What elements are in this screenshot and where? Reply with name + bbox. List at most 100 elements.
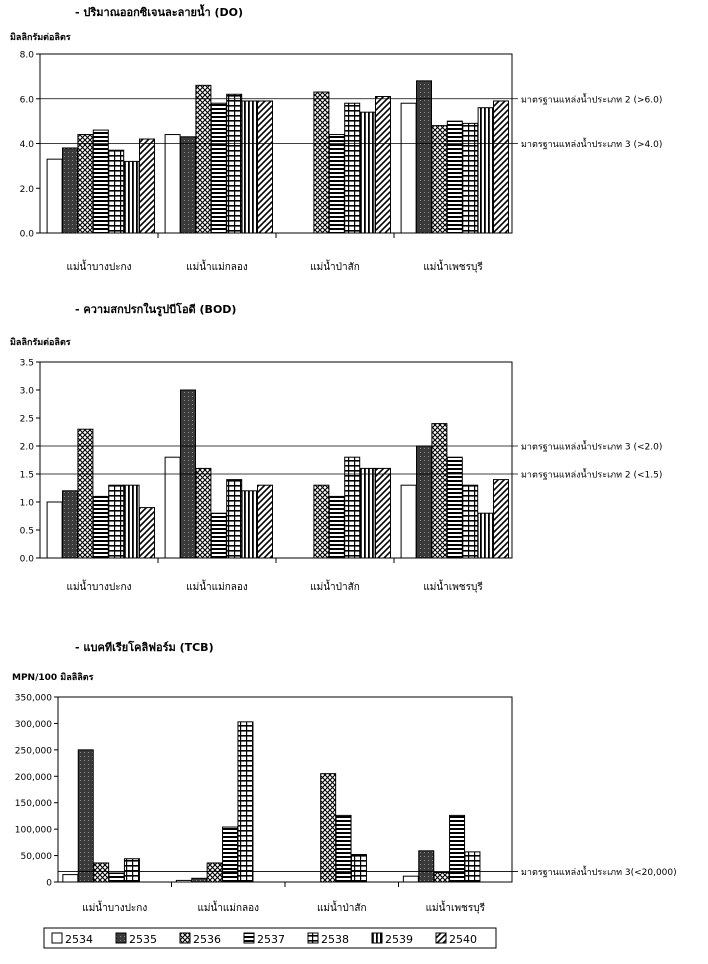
y-axis-label: MPN/100 มิลลิลิตร: [12, 672, 94, 683]
bar-2540-2: [257, 484, 273, 559]
y-tick-label: 150,000: [15, 799, 52, 809]
legend-swatch-2537: [243, 932, 255, 944]
legend-swatch-2534: [51, 932, 63, 944]
bar-2535-1: [77, 749, 94, 883]
bar-2540-3: [375, 96, 391, 234]
legend-label: 2538: [321, 933, 349, 946]
bar-2538-2: [237, 721, 254, 883]
bar-2539-4: [477, 107, 494, 234]
bar-2539-1: [123, 160, 140, 234]
legend-label: 2537: [257, 933, 285, 946]
y-tick-label: 8.0: [20, 51, 35, 61]
bar-2536-4: [431, 423, 448, 559]
legend-label: 2535: [129, 933, 157, 946]
bar-2539-2: [241, 490, 258, 559]
y-tick-label: 3.0: [20, 387, 35, 397]
bar-2537-3: [328, 495, 345, 559]
bar-2538-3: [344, 456, 361, 559]
bar-2538-3: [350, 854, 367, 883]
bar-2538-4: [464, 851, 481, 883]
bar-2539-1: [123, 484, 140, 559]
bar-2537-3: [328, 134, 345, 234]
bar-2537-3: [335, 814, 352, 883]
bar-2535-2: [180, 136, 196, 234]
y-tick-label: 0.0: [20, 230, 35, 240]
reference-line-label: มาตรฐานแหล่งน้ำประเภท 2 (<1.5): [521, 468, 662, 481]
x-category-label: แม่น้ำบางปะกง: [82, 900, 147, 914]
bar-2537-4: [446, 456, 463, 559]
bar-2538-3: [344, 102, 361, 234]
bar-2540-4: [493, 100, 509, 234]
y-tick-label: 0.5: [20, 527, 34, 537]
y-tick-label: 6.0: [20, 95, 35, 105]
bar-2537-4: [449, 814, 466, 883]
bar-2535-2: [191, 877, 208, 883]
bar-2536-4: [433, 871, 450, 883]
bar-2535-1: [62, 147, 78, 234]
reference-line-label: มาตรฐานแหล่งน้ำประเภท 2 (>6.0): [521, 92, 662, 105]
y-tick-label: 2.0: [20, 443, 35, 453]
bar-2536-3: [320, 773, 337, 883]
bar-2537-1: [92, 495, 109, 559]
legend-label: 2539: [385, 933, 413, 946]
bar-2540-3: [375, 467, 391, 559]
bar-2536-1: [77, 428, 94, 559]
x-category-label: แม่น้ำบางปะกง: [67, 579, 132, 593]
plot-area: [57, 696, 513, 883]
bar-2540-1: [139, 138, 155, 234]
bar-2534-1: [46, 501, 63, 559]
legend-swatch-2539: [371, 932, 383, 944]
bar-2534-2: [175, 879, 192, 883]
bar-2537-1: [108, 872, 125, 883]
x-category-label: แม่น้ำป่าสัก: [317, 900, 367, 914]
chart-1: - ปริมาณออกซิเจนละลายน้ำ (DO) มิลลิกรัมต่…: [10, 4, 662, 273]
y-tick-label: 300,000: [15, 720, 52, 730]
bar-2539-3: [359, 111, 376, 234]
bar-2537-2: [210, 102, 227, 234]
legend-swatch-2536: [179, 932, 191, 944]
y-tick-label: 4.0: [20, 140, 35, 150]
bar-2539-2: [241, 100, 258, 234]
bar-2538-1: [108, 149, 125, 234]
y-tick-label: 100,000: [15, 826, 52, 836]
bar-2540-1: [139, 507, 155, 559]
y-axis-label: มิลลิกรัมต่อลิตร: [10, 32, 71, 43]
y-tick-label: 2.0: [20, 185, 35, 195]
x-category-label: แม่น้ำเพชรบุรี: [426, 900, 486, 914]
x-category-label: แม่น้ำแม่กลอง: [197, 900, 259, 914]
bar-2539-3: [359, 467, 376, 559]
y-axis-label: มิลลิกรัมต่อลิตร: [10, 337, 71, 348]
bar-2538-1: [123, 858, 140, 883]
bar-2535-4: [416, 80, 432, 234]
bar-2536-4: [431, 125, 448, 234]
bar-2534-1: [62, 874, 79, 883]
legend-swatch-2540: [435, 932, 447, 944]
bar-2537-4: [446, 120, 463, 234]
x-category-label: แม่น้ำป่าสัก: [310, 579, 360, 593]
bar-2538-4: [462, 122, 479, 234]
y-tick-label: 200,000: [15, 773, 52, 783]
x-category-label: แม่น้ำเพชรบุรี: [423, 259, 483, 273]
chart-title: - แบคทีเรียโคลิฟอร์ม (TCB): [75, 640, 214, 654]
bar-2536-1: [93, 862, 110, 883]
x-category-label: แม่น้ำแม่กลอง: [186, 579, 248, 593]
bar-2538-1: [108, 484, 125, 559]
y-tick-label: 250,000: [15, 746, 52, 756]
bar-2534-1: [46, 158, 63, 234]
bar-2540-2: [257, 100, 273, 234]
x-category-label: แม่น้ำบางปะกง: [67, 259, 132, 273]
reference-line-label: มาตรฐานแหล่งน้ำประเภท 3(<20,000): [521, 865, 677, 878]
legend-label: 2534: [65, 933, 93, 946]
chart-2: - ความสกปรกในรูปบีโอดี (BOD) มิลลิกรัมต่อ…: [10, 302, 662, 593]
x-category-label: แม่น้ำแม่กลอง: [186, 259, 248, 273]
bar-2534-4: [400, 484, 417, 559]
bar-2534-2: [164, 134, 181, 234]
reference-line-label: มาตรฐานแหล่งน้ำประเภท 3 (>4.0): [521, 137, 662, 150]
bar-2536-2: [195, 467, 212, 559]
chart-3: - แบคทีเรียโคลิฟอร์ม (TCB) MPN/100 มิลลิล…: [12, 640, 677, 914]
legend-label: 2540: [449, 933, 477, 946]
bar-2537-1: [92, 129, 109, 234]
bar-2534-2: [164, 456, 181, 559]
